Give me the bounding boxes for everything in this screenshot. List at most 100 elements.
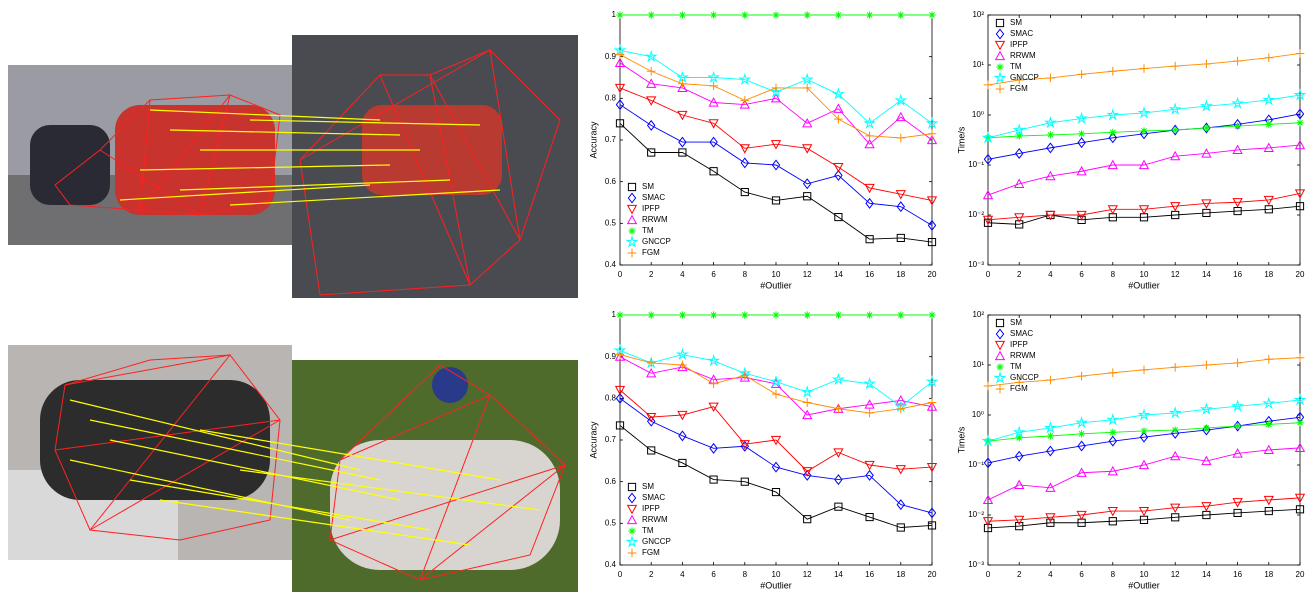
x-tick-label: 18 [1264,270,1273,279]
plot-frame [619,14,933,266]
x-tick-label: 18 [1264,570,1273,579]
marker [1015,132,1023,140]
x-tick-label: 12 [1171,270,1180,279]
marker [709,81,718,91]
legend-label: SM [1010,318,1022,327]
series-line [619,123,933,243]
marker [802,178,812,190]
marker [983,80,993,90]
y-tick-label: 0.8 [605,93,617,102]
marker [1043,115,1057,129]
marker [1201,455,1212,466]
x-tick-label: 18 [896,570,905,579]
legend-marker [626,504,638,515]
legend-label: SMAC [642,493,665,502]
marker [1293,393,1307,406]
marker [1263,495,1274,506]
marker [894,93,908,106]
marker [1168,102,1182,115]
y-tick-label: 0.6 [605,477,617,486]
marker [927,219,937,231]
marker [895,465,906,475]
marker [741,311,749,319]
marker [1108,132,1118,144]
marker [740,187,749,197]
marker [1045,513,1056,523]
marker [833,162,844,173]
marker [831,372,845,386]
legend-marker [996,363,1004,371]
marker [1139,515,1149,524]
marker [770,140,782,150]
marker [895,190,906,200]
marker [646,367,657,378]
y-tick-label: 0.9 [605,52,617,61]
x-tick-label: 8 [1111,570,1116,579]
legend-label: IPFP [642,504,660,513]
series-line [987,94,1301,139]
marker [646,78,657,88]
legend-marker [627,248,637,258]
marker [615,421,625,430]
marker [1109,128,1117,136]
x-tick-label: 0 [986,270,991,279]
marker [1012,123,1026,136]
marker [926,401,938,411]
legend-marker [994,50,1006,61]
marker [896,523,905,532]
marker [771,196,781,205]
marker [1075,111,1089,125]
marker [741,11,749,19]
marker [614,351,626,361]
graph-edges [54,354,566,582]
marker [771,83,781,93]
marker [1046,131,1054,139]
marker [803,192,812,201]
marker [983,457,993,469]
x-tick-label: 4 [680,570,685,579]
y-tick-label: 10⁻² [968,510,984,519]
marker [1140,127,1148,135]
marker [707,70,721,84]
legend-label: SMAC [1010,29,1033,38]
marker [833,103,844,113]
legend-marker [627,192,637,204]
marker [1294,493,1306,504]
marker [1264,53,1274,63]
marker [739,440,750,450]
marker [1012,425,1026,438]
x-tick-label: 14 [834,270,843,279]
marker [1233,206,1242,216]
marker [802,144,813,154]
marker [1171,426,1179,434]
marker [1294,442,1306,452]
marker [865,469,874,481]
legend-marker [626,214,638,225]
x-tick-label: 0 [986,570,991,579]
marker [709,379,718,389]
marker [1109,428,1117,436]
marker [1015,220,1024,229]
marker [647,11,655,19]
marker [864,183,875,194]
marker [1295,202,1305,211]
marker [1014,178,1025,188]
legend-marker [626,204,638,215]
helmet [432,367,468,403]
marker [802,398,812,407]
marker [1233,56,1242,66]
series-line [987,205,1301,225]
marker [1077,371,1086,381]
marker [896,499,906,511]
marker [647,446,656,455]
marker [897,11,905,19]
marker [1014,378,1024,387]
marker [1108,213,1117,222]
legend-marker [627,548,637,558]
marker [834,311,842,319]
photo-pair-bottom [8,345,578,592]
marker [927,521,937,530]
marker [646,415,656,427]
marker [1014,147,1024,159]
marker [615,119,625,128]
